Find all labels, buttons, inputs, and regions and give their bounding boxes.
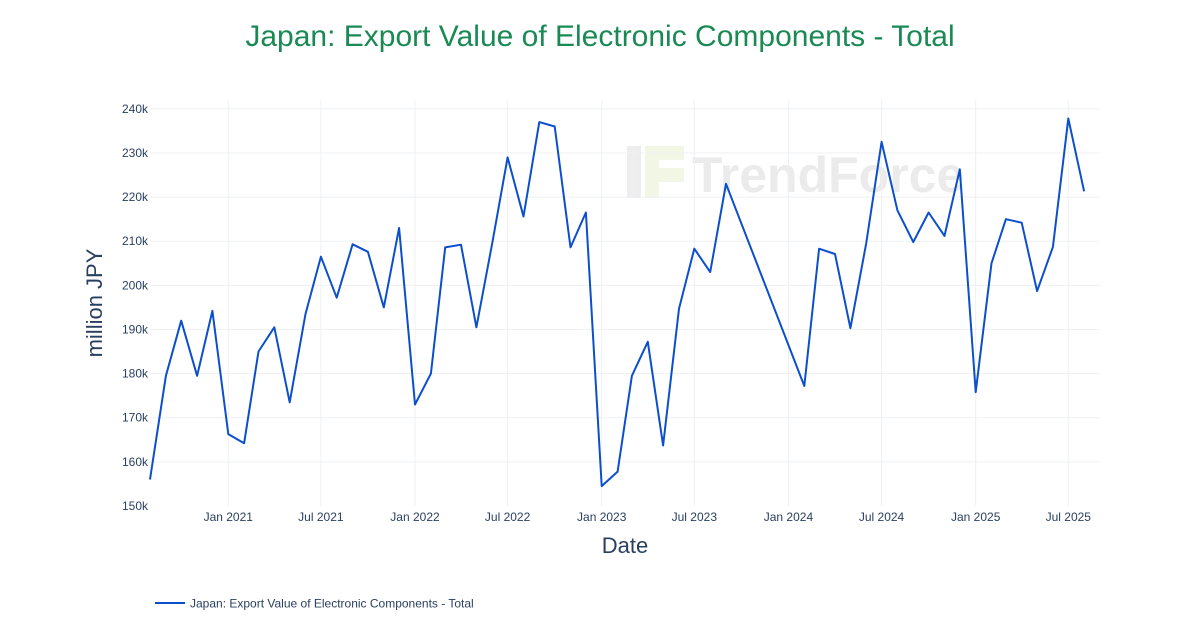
y-tick-label: 190k (122, 322, 149, 336)
x-tick-label: Jul 2022 (485, 510, 531, 524)
x-tick-label: Jan 2025 (951, 510, 1001, 524)
x-axis-title: Date (602, 533, 648, 558)
x-tick-label: Jan 2024 (764, 510, 814, 524)
x-tick-label: Jul 2024 (859, 510, 905, 524)
x-tick-label: Jul 2023 (672, 510, 718, 524)
x-tick-label: Jan 2023 (577, 510, 627, 524)
x-tick-label: Jul 2021 (298, 510, 344, 524)
y-tick-label: 230k (122, 146, 149, 160)
chart-title: Japan: Export Value of Electronic Compon… (245, 20, 955, 53)
x-tick-label: Jul 2025 (1046, 510, 1092, 524)
series-line[interactable] (149, 117, 1086, 488)
y-tick-label: 210k (122, 234, 149, 248)
y-tick-label: 180k (122, 367, 149, 381)
x-tick-label: Jan 2022 (390, 510, 440, 524)
watermark-logo-glyph (645, 146, 684, 198)
x-tick-label: Jan 2021 (204, 510, 254, 524)
y-tick-label: 150k (122, 499, 149, 513)
y-tick-label: 200k (122, 278, 149, 292)
legend-series-label: Japan: Export Value of Electronic Compon… (190, 597, 474, 611)
watermark-logo-mark (627, 146, 641, 198)
watermark-text: TrendForce (692, 147, 964, 203)
trendforce-watermark-logo: TrendForce (627, 146, 964, 203)
y-tick-label: 160k (122, 455, 149, 469)
y-tick-label: 220k (122, 190, 149, 204)
y-tick-label: 170k (122, 411, 149, 425)
y-tick-label: 240k (122, 102, 149, 116)
legend[interactable]: Japan: Export Value of Electronic Compon… (155, 597, 474, 611)
y-axis-title: million JPY (82, 248, 107, 357)
